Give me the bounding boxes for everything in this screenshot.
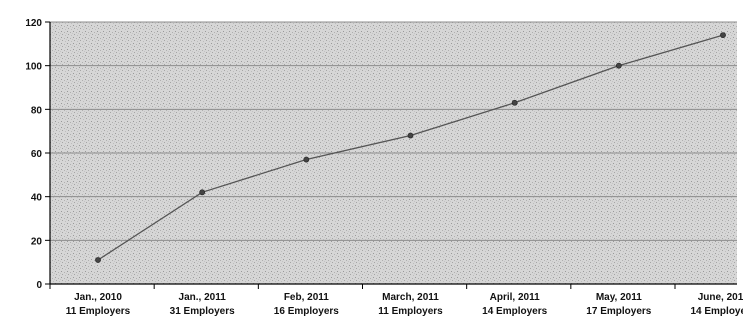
x-label-date: April, 2011 xyxy=(490,292,540,303)
y-tick-label-60: 60 xyxy=(31,149,43,160)
data-point-1 xyxy=(199,189,206,196)
y-tick-label-40: 40 xyxy=(31,193,43,204)
x-label-employers: 16 Employers xyxy=(274,306,339,317)
x-label-employers: 11 Employers xyxy=(66,306,131,317)
data-point-5 xyxy=(615,62,622,69)
gridlines xyxy=(50,21,737,241)
x-label-date: June, 2011 xyxy=(698,292,743,303)
x-label-employers: 31 Employers xyxy=(170,306,235,317)
x-label-employers: 17 Employers xyxy=(586,306,651,317)
axes xyxy=(49,22,737,289)
series xyxy=(95,32,726,263)
x-axis-labels: Jan., 2010 11 Employers Jan., 2011 31 Emplo… xyxy=(66,292,743,317)
data-point-6 xyxy=(720,32,726,38)
data-point-3 xyxy=(407,132,414,139)
x-label-employers: 11 Employers xyxy=(378,306,443,317)
y-tick-label-100: 100 xyxy=(25,62,42,73)
x-label-employers: 14 Employers xyxy=(690,306,743,317)
x-label-date: Jan., 2011 xyxy=(179,292,227,303)
y-tick-label-20: 20 xyxy=(31,236,43,247)
data-point-4 xyxy=(511,99,518,106)
x-label-date: May, 2011 xyxy=(596,292,642,303)
x-label-date: Jan., 2010 xyxy=(74,292,122,303)
x-label-date: March, 2011 xyxy=(382,292,439,303)
y-tick-label-120: 120 xyxy=(25,18,42,29)
y-tick-label-80: 80 xyxy=(31,105,43,116)
y-axis-ticks: 0 20 40 60 80 100 120 xyxy=(25,18,50,291)
x-label-date: Feb, 2011 xyxy=(284,292,329,303)
data-point-2 xyxy=(303,156,310,163)
x-label-employers: 14 Employers xyxy=(482,306,547,317)
data-point-0 xyxy=(95,257,101,263)
y-tick-label-0: 0 xyxy=(36,280,42,291)
